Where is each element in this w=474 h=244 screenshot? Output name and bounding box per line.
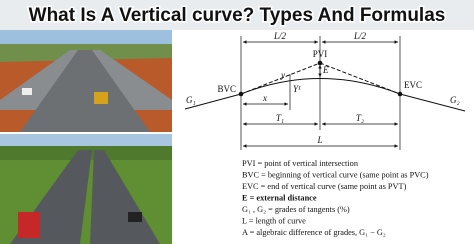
definition: A = algebraic difference of grades, G₁ −… — [242, 228, 386, 237]
definition: BVC = beginning of vertical curve (same … — [242, 171, 429, 180]
label-y1: Y¹ — [293, 84, 301, 94]
vertical-curve-diagram: L/2 L/2 PVI BVC EVC G₁ G₂ E y Y¹ x T₁ T₂… — [184, 31, 466, 150]
title: What Is A Vertical curve? Types And Form… — [29, 5, 446, 26]
label-e: E — [322, 65, 329, 75]
title-bar — [0, 0, 474, 30]
definition: EVC = end of vertical curve (same point … — [242, 182, 407, 191]
definition: E = external distance — [242, 194, 317, 203]
definition: G₁ , G₂ = grades of tangents (%) — [242, 205, 350, 214]
label-t2: T₂ — [356, 113, 364, 123]
label-g1: G₁ — [186, 95, 196, 105]
label-g2: G₂ — [450, 95, 460, 105]
label-pvi: PVI — [313, 49, 328, 59]
definition: L = length of curve — [242, 217, 306, 226]
label-l: L — [316, 135, 322, 145]
definition: PVI = point of vertical intersection — [242, 159, 359, 168]
label-t1: T₁ — [276, 113, 284, 123]
label-y: y — [280, 70, 285, 80]
label-half-right: L/2 — [353, 31, 367, 41]
photo-construction — [0, 30, 172, 132]
definitions: PVI = point of vertical intersection BVC … — [242, 159, 429, 237]
label-x: x — [262, 93, 267, 103]
photo-highway — [0, 134, 172, 244]
label-half-left: L/2 — [273, 31, 287, 41]
label-bvc: BVC — [217, 84, 236, 94]
label-evc: EVC — [404, 80, 422, 90]
